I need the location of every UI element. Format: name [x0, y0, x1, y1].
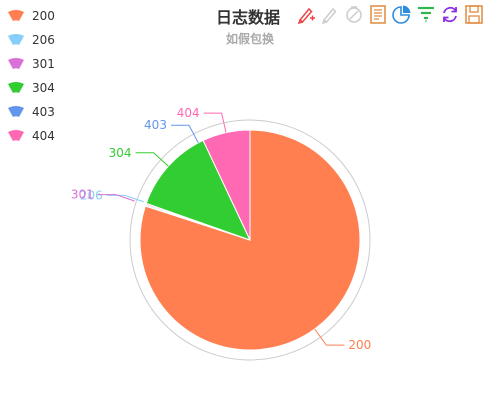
legend-label: 403 [32, 105, 55, 119]
slice-label-200: 200 [348, 338, 371, 352]
legend-label: 301 [32, 57, 55, 71]
legend-swatch [6, 58, 26, 70]
slice-label-403: 403 [144, 118, 167, 132]
leader-line-206 [106, 194, 144, 203]
legend-swatch [6, 130, 26, 142]
legend-item-403[interactable]: 403 [6, 100, 55, 124]
mark-pen-icon[interactable] [296, 4, 318, 26]
funnel-icon[interactable] [416, 4, 438, 26]
leader-line-403 [170, 124, 199, 144]
legend-swatch [6, 82, 26, 94]
leader-line-404 [203, 112, 227, 133]
chart-subtitle: 如假包换 [226, 32, 275, 46]
restore-icon[interactable] [440, 4, 462, 26]
legend-label: 200 [32, 9, 55, 23]
legend-label: 206 [32, 33, 55, 47]
legend-swatch [6, 106, 26, 118]
legend-swatch [6, 10, 26, 22]
legend-label: 304 [32, 81, 55, 95]
slice-label-206: 206 [80, 188, 103, 202]
slice-label-301: 301 [71, 188, 94, 202]
legend: 200 206 301 304 403 404 [6, 4, 55, 148]
mark-undo-icon[interactable] [320, 4, 342, 26]
data-view-icon[interactable] [368, 4, 390, 26]
chart-title: 日志数据 [216, 8, 281, 27]
toolbox [296, 4, 488, 26]
legend-item-301[interactable]: 301 [6, 52, 55, 76]
legend-item-304[interactable]: 304 [6, 76, 55, 100]
pie-outer-ring [129, 119, 371, 361]
slice-label-304: 304 [109, 146, 132, 160]
legend-item-200[interactable]: 200 [6, 4, 55, 28]
legend-item-206[interactable]: 206 [6, 28, 55, 52]
leader-line-200 [314, 328, 345, 346]
legend-item-404[interactable]: 404 [6, 124, 55, 148]
legend-swatch [6, 34, 26, 46]
save-image-icon[interactable] [464, 4, 486, 26]
slice-label-404: 404 [177, 106, 200, 120]
pie-chart-icon[interactable] [392, 4, 414, 26]
legend-label: 404 [32, 129, 55, 143]
leader-line-301 [97, 194, 135, 202]
mark-clear-icon[interactable] [344, 4, 366, 26]
leader-line-304 [135, 152, 169, 167]
